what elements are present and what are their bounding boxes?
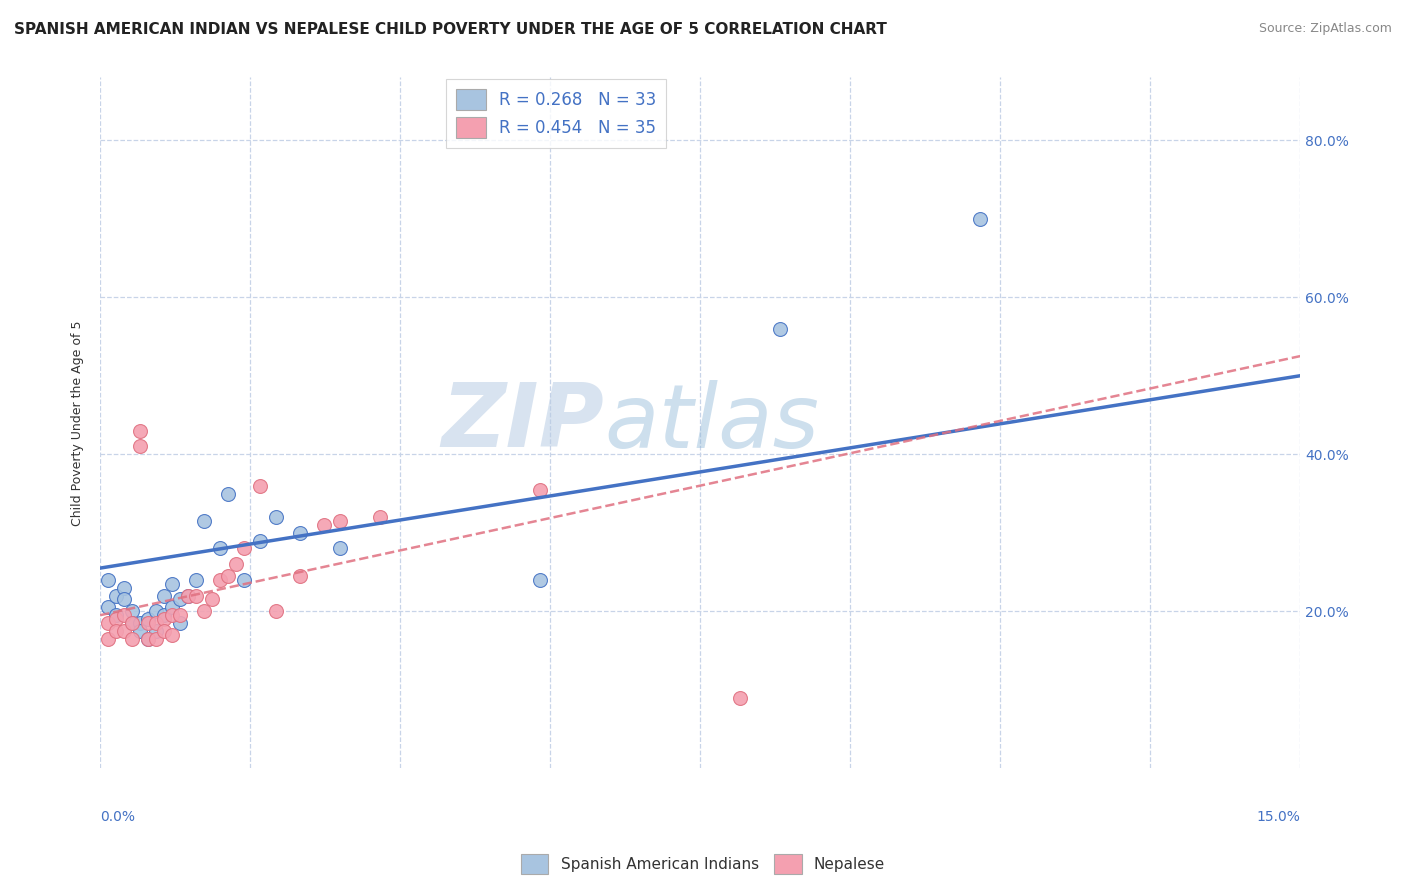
- Text: 0.0%: 0.0%: [100, 810, 135, 823]
- Point: [136, 615, 159, 630]
- Point: [160, 576, 183, 591]
- Point: [136, 632, 159, 646]
- Point: [169, 608, 191, 623]
- Point: [112, 592, 135, 607]
- Point: [217, 569, 239, 583]
- Point: [193, 604, 215, 618]
- Point: [529, 483, 551, 497]
- Point: [105, 612, 128, 626]
- Text: ZIP: ZIP: [441, 379, 605, 467]
- Point: [329, 514, 352, 528]
- Point: [153, 589, 176, 603]
- Point: [121, 604, 143, 618]
- Point: [290, 569, 312, 583]
- Point: [121, 615, 143, 630]
- Point: [112, 608, 135, 623]
- Point: [153, 608, 176, 623]
- Point: [290, 525, 312, 540]
- Point: [97, 632, 120, 646]
- Point: [769, 321, 792, 335]
- Text: 15.0%: 15.0%: [1256, 810, 1301, 823]
- Point: [264, 510, 287, 524]
- Point: [136, 632, 159, 646]
- Point: [249, 533, 271, 548]
- Point: [233, 541, 256, 556]
- Point: [136, 612, 159, 626]
- Point: [97, 600, 120, 615]
- Point: [160, 628, 183, 642]
- Point: [97, 615, 120, 630]
- Point: [145, 615, 167, 630]
- Point: [969, 211, 991, 226]
- Text: SPANISH AMERICAN INDIAN VS NEPALESE CHILD POVERTY UNDER THE AGE OF 5 CORRELATION: SPANISH AMERICAN INDIAN VS NEPALESE CHIL…: [14, 22, 887, 37]
- Point: [314, 517, 336, 532]
- Point: [112, 581, 135, 595]
- Point: [186, 589, 208, 603]
- Point: [145, 624, 167, 638]
- Point: [329, 541, 352, 556]
- Point: [121, 632, 143, 646]
- Point: [160, 600, 183, 615]
- Point: [728, 690, 751, 705]
- Point: [264, 604, 287, 618]
- Point: [129, 624, 152, 638]
- Point: [129, 439, 152, 453]
- Y-axis label: Child Poverty Under the Age of 5: Child Poverty Under the Age of 5: [72, 320, 84, 525]
- Point: [145, 632, 167, 646]
- Legend: R = 0.268   N = 33, R = 0.454   N = 35: R = 0.268 N = 33, R = 0.454 N = 35: [446, 78, 666, 148]
- Point: [97, 573, 120, 587]
- Point: [112, 624, 135, 638]
- Point: [186, 573, 208, 587]
- Point: [193, 514, 215, 528]
- Legend: Spanish American Indians, Nepalese: Spanish American Indians, Nepalese: [515, 848, 891, 880]
- Point: [249, 478, 271, 492]
- Point: [129, 615, 152, 630]
- Point: [225, 557, 247, 571]
- Point: [153, 624, 176, 638]
- Point: [129, 424, 152, 438]
- Point: [105, 608, 128, 623]
- Point: [105, 624, 128, 638]
- Point: [177, 589, 200, 603]
- Point: [209, 573, 232, 587]
- Text: Source: ZipAtlas.com: Source: ZipAtlas.com: [1258, 22, 1392, 36]
- Point: [105, 589, 128, 603]
- Point: [233, 573, 256, 587]
- Point: [201, 592, 224, 607]
- Point: [145, 604, 167, 618]
- Point: [160, 608, 183, 623]
- Point: [529, 573, 551, 587]
- Point: [153, 612, 176, 626]
- Point: [217, 486, 239, 500]
- Point: [169, 592, 191, 607]
- Point: [177, 589, 200, 603]
- Point: [169, 615, 191, 630]
- Point: [209, 541, 232, 556]
- Text: atlas: atlas: [605, 380, 820, 466]
- Point: [368, 510, 391, 524]
- Point: [121, 615, 143, 630]
